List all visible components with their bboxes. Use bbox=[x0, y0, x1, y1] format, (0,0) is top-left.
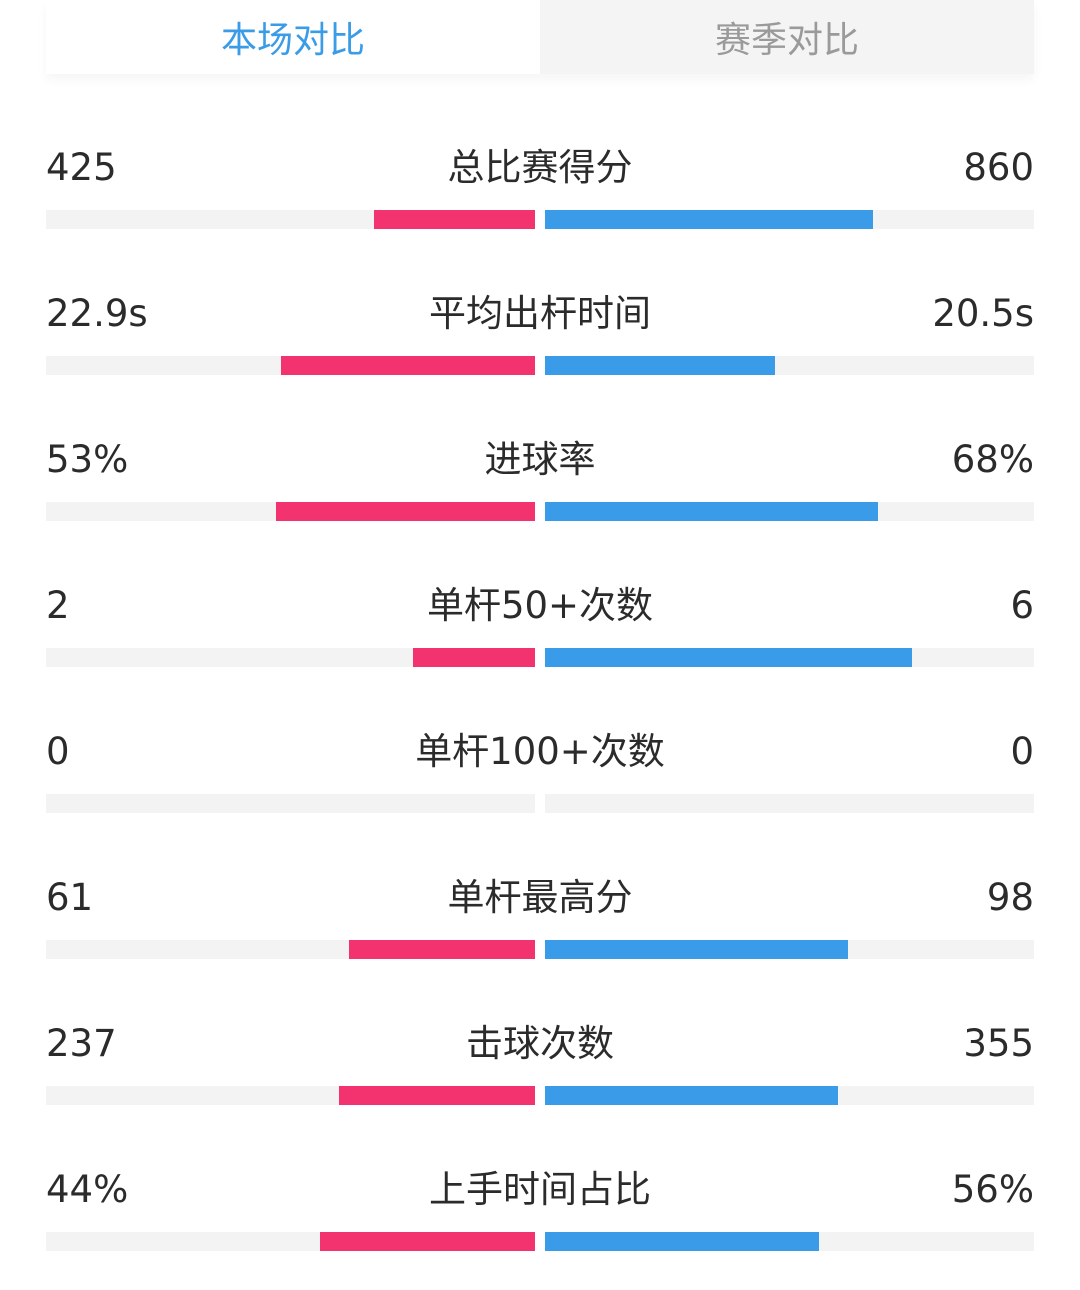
right-bar bbox=[545, 210, 873, 229]
stat-row-highest-break: 61 单杆最高分 98 bbox=[46, 852, 1034, 998]
right-bar bbox=[545, 1086, 839, 1105]
left-bar-track bbox=[46, 356, 535, 375]
right-value: 68% bbox=[951, 438, 1034, 481]
stat-row-table-time-share: 44% 上手时间占比 56% bbox=[46, 1144, 1034, 1290]
right-bar-track bbox=[545, 1086, 1034, 1105]
left-value: 2 bbox=[46, 584, 70, 627]
stat-label: 进球率 bbox=[484, 438, 596, 481]
left-value: 425 bbox=[46, 146, 117, 189]
left-bar bbox=[349, 940, 535, 959]
right-bar bbox=[545, 1232, 819, 1251]
stat-label: 上手时间占比 bbox=[429, 1168, 651, 1211]
right-value: 98 bbox=[986, 876, 1034, 919]
stat-label: 总比赛得分 bbox=[447, 146, 633, 189]
left-value: 0 bbox=[46, 730, 70, 773]
right-bar-track bbox=[545, 940, 1034, 959]
left-bar bbox=[275, 502, 535, 521]
right-value: 355 bbox=[963, 1022, 1034, 1065]
left-bar-track bbox=[46, 1086, 535, 1105]
left-bar bbox=[319, 1232, 535, 1251]
right-bar bbox=[545, 356, 775, 375]
left-bar-track bbox=[46, 210, 535, 229]
stat-row-shot-count: 237 击球次数 355 bbox=[46, 998, 1034, 1144]
left-bar bbox=[280, 356, 535, 375]
left-bar bbox=[339, 1086, 535, 1105]
right-bar-track bbox=[545, 794, 1034, 813]
right-value: 860 bbox=[963, 146, 1034, 189]
left-value: 61 bbox=[46, 876, 94, 919]
right-bar-track bbox=[545, 648, 1034, 667]
tab-match-comparison[interactable]: 本场对比 bbox=[46, 0, 540, 74]
right-bar-track bbox=[545, 210, 1034, 229]
left-value: 53% bbox=[46, 438, 129, 481]
left-bar-track bbox=[46, 940, 535, 959]
left-bar-track bbox=[46, 794, 535, 813]
stats-list: 425 总比赛得分 860 22.9s 平均出杆时间 20.5s 53% 进球率… bbox=[46, 122, 1034, 1290]
left-value: 22.9s bbox=[46, 292, 148, 335]
stat-label: 平均出杆时间 bbox=[429, 292, 651, 335]
right-value: 56% bbox=[951, 1168, 1034, 1211]
right-bar-track bbox=[545, 356, 1034, 375]
tab-season-comparison[interactable]: 赛季对比 bbox=[540, 0, 1034, 74]
stat-label: 单杆最高分 bbox=[447, 876, 633, 919]
comparison-tabs: 本场对比 赛季对比 bbox=[46, 0, 1034, 74]
right-bar bbox=[545, 502, 878, 521]
right-value: 6 bbox=[1010, 584, 1034, 627]
left-bar bbox=[373, 210, 535, 229]
right-bar-track bbox=[545, 1232, 1034, 1251]
stat-row-avg-shot-time: 22.9s 平均出杆时间 20.5s bbox=[46, 268, 1034, 414]
stat-row-total-score: 425 总比赛得分 860 bbox=[46, 122, 1034, 268]
stat-row-100-plus-breaks: 0 单杆100+次数 0 bbox=[46, 706, 1034, 852]
right-value: 0 bbox=[1010, 730, 1034, 773]
right-bar-track bbox=[545, 502, 1034, 521]
stat-label: 单杆100+次数 bbox=[415, 730, 665, 773]
stat-row-50-plus-breaks: 2 单杆50+次数 6 bbox=[46, 560, 1034, 706]
right-bar bbox=[545, 648, 912, 667]
left-bar-track bbox=[46, 1232, 535, 1251]
left-value: 237 bbox=[46, 1022, 117, 1065]
left-bar-track bbox=[46, 648, 535, 667]
stat-row-pot-rate: 53% 进球率 68% bbox=[46, 414, 1034, 560]
stat-label: 单杆50+次数 bbox=[426, 584, 654, 627]
left-bar bbox=[412, 648, 535, 667]
stat-label: 击球次数 bbox=[466, 1022, 614, 1065]
right-bar bbox=[545, 940, 849, 959]
left-bar-track bbox=[46, 502, 535, 521]
right-value: 20.5s bbox=[932, 292, 1034, 335]
